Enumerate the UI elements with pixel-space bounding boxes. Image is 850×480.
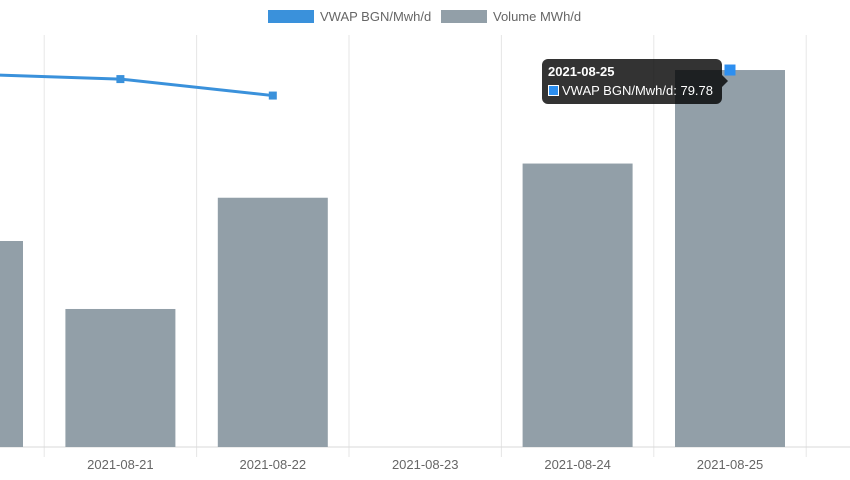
volume-bar[interactable] <box>217 197 328 447</box>
x-tick-label: 2021-08-24 <box>544 457 611 472</box>
x-tick-label: 2021-08-21 <box>87 457 154 472</box>
vwap-line <box>0 64 736 100</box>
x-tick-label: 2021-08-25 <box>697 457 764 472</box>
volume-bar[interactable] <box>675 70 785 448</box>
volume-bars <box>0 70 785 448</box>
legend-label-volume: Volume MWh/d <box>493 9 581 24</box>
tooltip-value: VWAP BGN/Mwh/d: 79.78 <box>562 83 714 98</box>
vwap-point[interactable] <box>724 64 736 76</box>
legend-item-volume[interactable]: Volume MWh/d <box>441 9 581 24</box>
volume-bar[interactable] <box>65 308 176 447</box>
chart-tooltip: 2021-08-25 VWAP BGN/Mwh/d: 79.78 <box>542 59 722 104</box>
legend-item-vwap[interactable]: VWAP BGN/Mwh/d <box>268 9 431 24</box>
volume-bar[interactable] <box>522 163 633 447</box>
vwap-point[interactable] <box>116 75 125 84</box>
legend-swatch-volume <box>441 10 487 23</box>
x-tick-label: 2021-08-22 <box>240 457 307 472</box>
tooltip-color-swatch <box>548 85 559 96</box>
legend-swatch-vwap <box>268 10 314 23</box>
tooltip-row: VWAP BGN/Mwh/d: 79.78 <box>548 83 716 98</box>
vwap-line-segment <box>0 73 273 98</box>
tooltip-title: 2021-08-25 <box>548 64 615 79</box>
volume-bar[interactable] <box>0 241 23 447</box>
tooltip-caret <box>722 75 728 87</box>
x-axis: 02021-08-212021-08-222021-08-232021-08-2… <box>87 457 764 472</box>
x-tick-label: 2021-08-23 <box>392 457 459 472</box>
vwap-point[interactable] <box>268 91 277 100</box>
chart-legend: VWAP BGN/Mwh/d Volume MWh/d <box>268 9 581 24</box>
legend-label-vwap: VWAP BGN/Mwh/d <box>320 9 431 24</box>
